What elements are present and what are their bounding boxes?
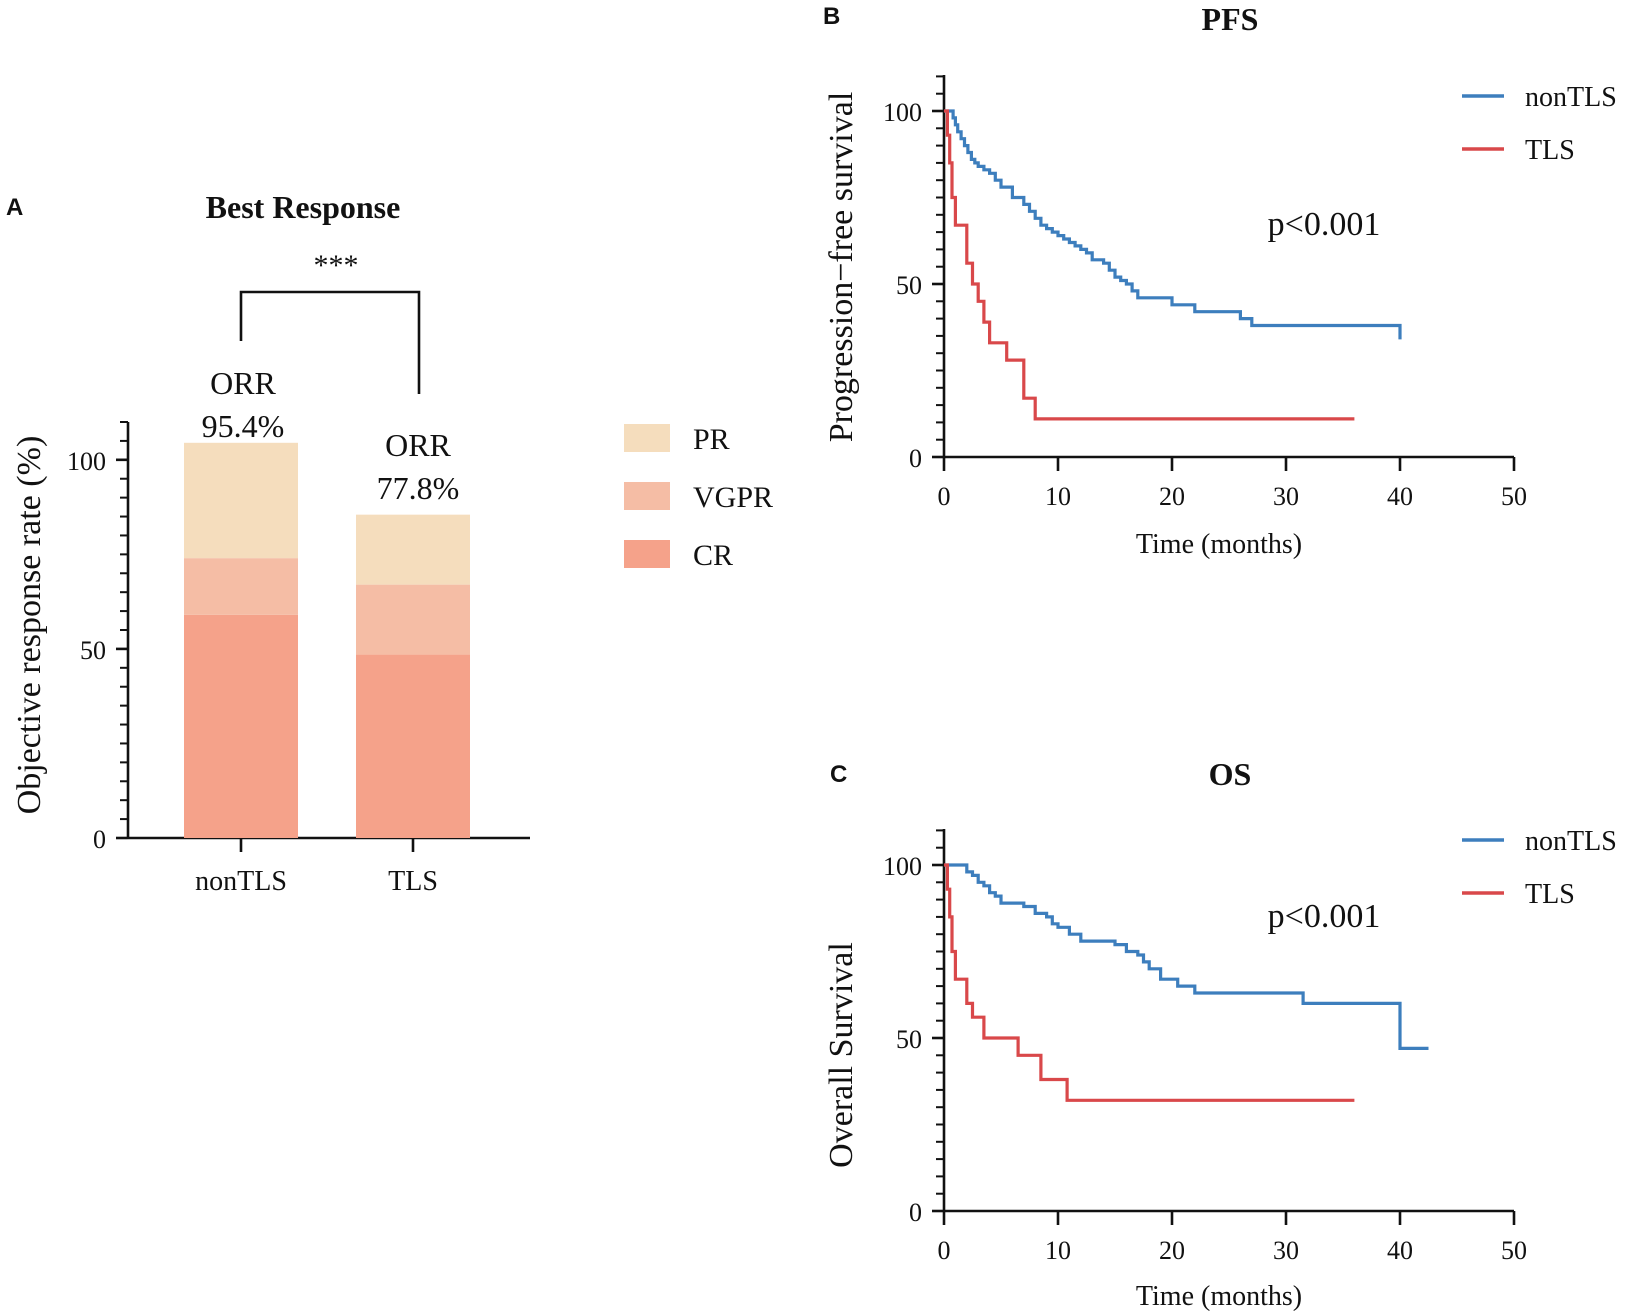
panel-b-pfs-chart: B PFS Progression−free survival Time (mo… xyxy=(823,1,1617,560)
orr-label: ORR xyxy=(385,427,451,463)
chart-title: Best Response xyxy=(206,189,401,225)
x-tick-label: 30 xyxy=(1273,1236,1299,1265)
panel-a-bar-chart: A Best Response Objective response rate … xyxy=(6,189,773,897)
bar-segment-cr xyxy=(184,614,298,838)
p-value: p<0.001 xyxy=(1268,898,1381,935)
p-value: p<0.001 xyxy=(1268,206,1381,243)
orr-label: ORR xyxy=(210,365,276,401)
orr-annotations: ORR 95.4% ORR 77.8% xyxy=(202,365,460,506)
y-axis-label: Objective response rate (%) xyxy=(11,436,48,815)
legend-label-nontls: nonTLS xyxy=(1525,82,1617,113)
bar-segment-pr xyxy=(356,514,470,585)
panel-letter-b: B xyxy=(823,3,840,30)
survival-curve-nontls xyxy=(944,109,1402,340)
survival-curve-tls xyxy=(944,863,1355,1102)
y-tick-label: 100 xyxy=(883,852,922,881)
legend-label-pr: PR xyxy=(693,423,730,456)
bar-segment-vgpr xyxy=(184,558,298,615)
x-tick-label: 10 xyxy=(1045,1236,1071,1265)
x-tick-label: 0 xyxy=(938,482,951,511)
x-tick-label: 50 xyxy=(1501,482,1527,511)
x-tick-label: nonTLS xyxy=(195,866,287,897)
legend-swatch-cr xyxy=(624,540,670,568)
x-axis-label: Time (months) xyxy=(1136,1281,1302,1311)
legend-label-vgpr: VGPR xyxy=(693,481,773,514)
legend-swatch-pr xyxy=(624,424,670,452)
x-axis-label: Time (months) xyxy=(1136,529,1302,560)
x-tick-label: TLS xyxy=(388,866,438,897)
y-tick-label: 0 xyxy=(909,1198,922,1227)
significance-stars: *** xyxy=(314,249,359,282)
survival-curves xyxy=(944,109,1402,421)
y-tick-label: 50 xyxy=(80,636,106,665)
y-tick-label: 50 xyxy=(896,271,922,300)
y-tick-label: 50 xyxy=(896,1025,922,1054)
orr-value: 77.8% xyxy=(377,470,460,506)
y-tick-label: 0 xyxy=(909,444,922,473)
x-tick-label: 20 xyxy=(1159,1236,1185,1265)
y-tick-label: 100 xyxy=(883,98,922,127)
chart-title: OS xyxy=(1209,756,1252,792)
bars xyxy=(184,442,470,838)
survival-curve-tls xyxy=(944,109,1355,421)
orr-value: 95.4% xyxy=(202,408,285,444)
x-tick-label: 50 xyxy=(1501,1236,1527,1265)
legend: nonTLS TLS xyxy=(1462,826,1617,910)
x-tick-label: 20 xyxy=(1159,482,1185,511)
legend: nonTLS TLS xyxy=(1462,82,1617,166)
axes: 0 50 100 0 10 20 30 40 50 xyxy=(883,75,1527,511)
panel-letter-a: A xyxy=(6,194,23,221)
bar-segment-cr xyxy=(356,654,470,838)
y-tick-label: 0 xyxy=(93,825,106,854)
x-tick-label: 40 xyxy=(1387,1236,1413,1265)
legend: PR VGPR CR xyxy=(624,423,773,572)
panel-letter-c: C xyxy=(830,761,847,788)
survival-curve-nontls xyxy=(944,863,1429,1050)
legend-label-tls: TLS xyxy=(1525,879,1575,910)
x-tick-label: 10 xyxy=(1045,482,1071,511)
legend-label-cr: CR xyxy=(693,539,733,572)
survival-curves xyxy=(944,863,1429,1102)
chart-title: PFS xyxy=(1202,1,1259,37)
bar-segment-vgpr xyxy=(356,584,470,655)
significance-bracket-line xyxy=(239,290,421,394)
x-tick-label: 30 xyxy=(1273,482,1299,511)
axes: 0 50 100 0 10 20 30 40 50 xyxy=(883,829,1527,1265)
y-axis-label: Progression−free survival xyxy=(823,92,860,443)
legend-label-tls: TLS xyxy=(1525,135,1575,166)
y-axis-label: Overall Survival xyxy=(823,942,860,1168)
x-tick-label: 0 xyxy=(938,1236,951,1265)
panel-c-os-chart: C OS Overall Survival Time (months) p<0.… xyxy=(823,756,1617,1311)
bar-segment-pr xyxy=(184,442,298,559)
significance-bracket: *** xyxy=(239,249,421,394)
legend-swatch-vgpr xyxy=(624,482,670,510)
x-tick-label: 40 xyxy=(1387,482,1413,511)
legend-label-nontls: nonTLS xyxy=(1525,826,1617,857)
y-tick-label: 100 xyxy=(67,447,106,476)
